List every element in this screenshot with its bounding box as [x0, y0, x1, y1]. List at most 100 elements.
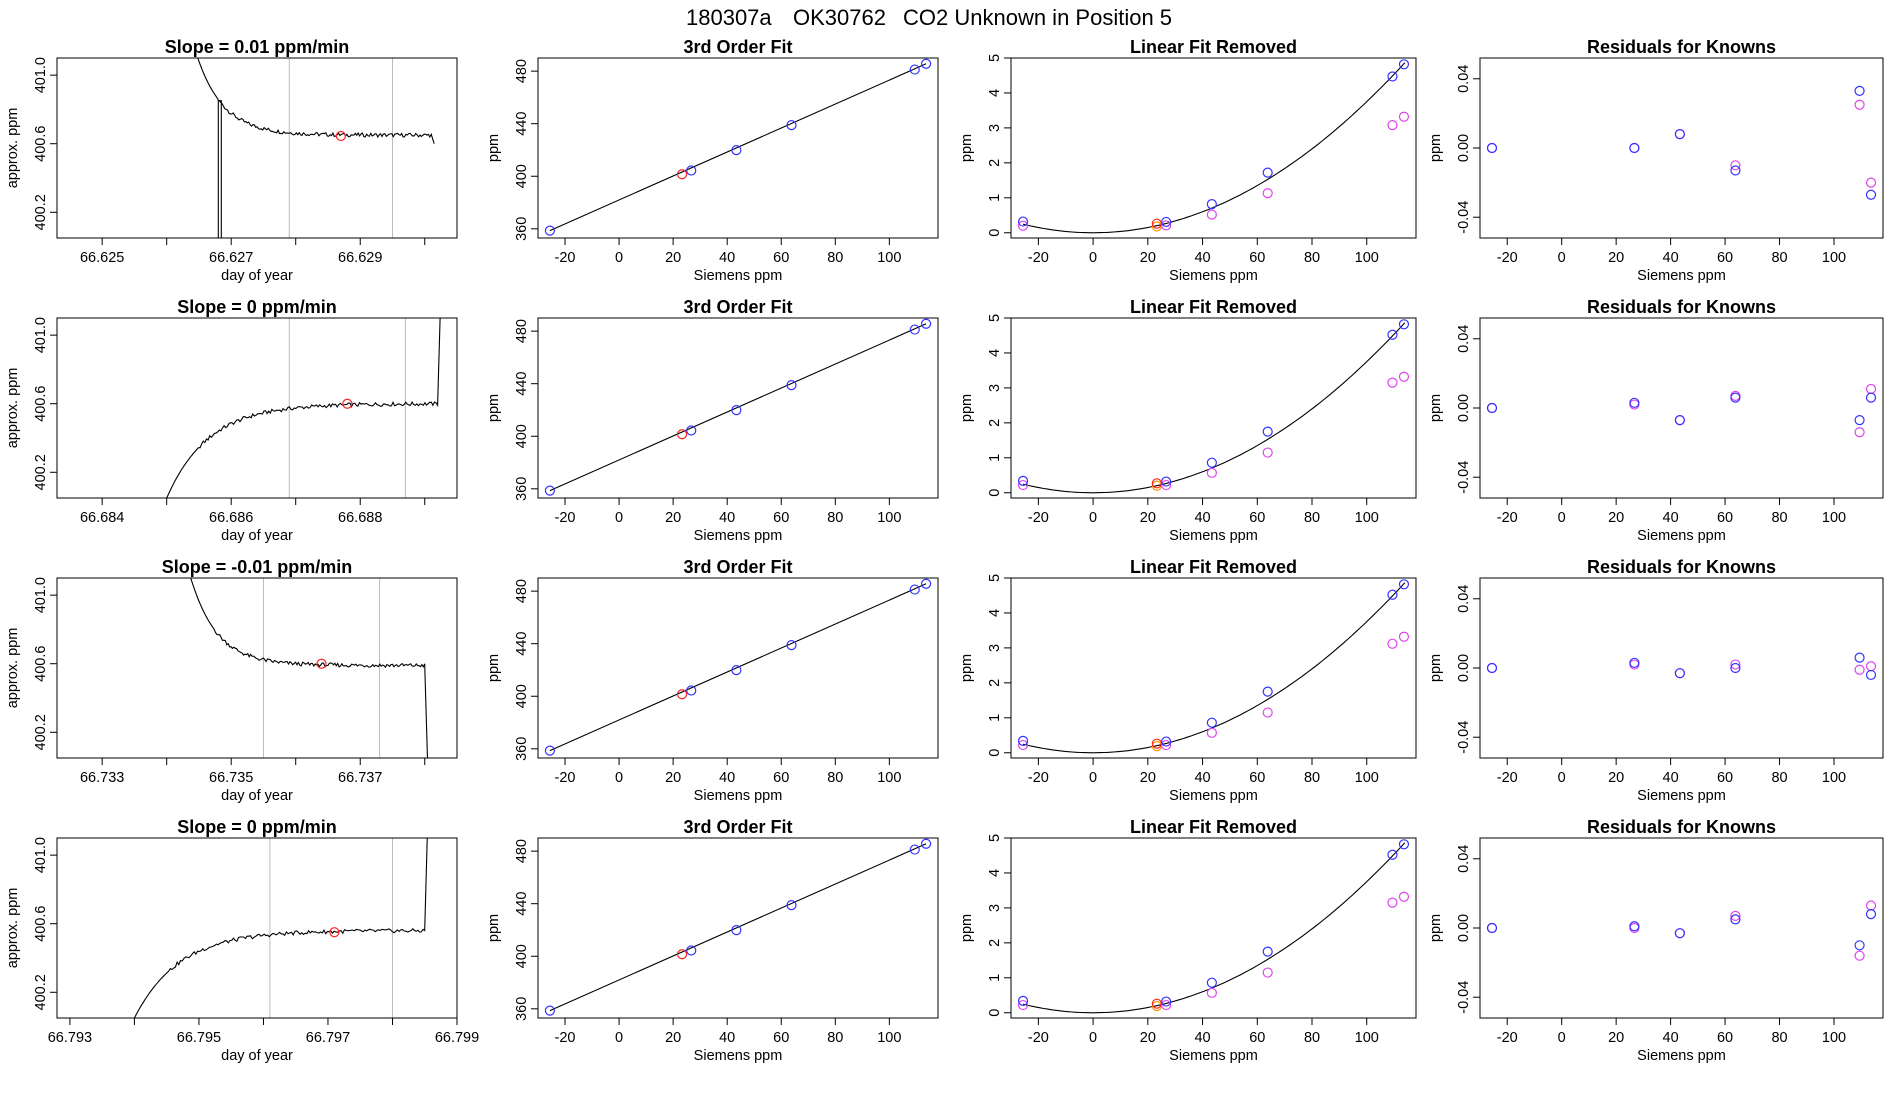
known-blue-point-r2c2-2	[1206, 717, 1217, 728]
known-blue-point-r3c3-5	[1865, 909, 1877, 920]
x-tick-label-r3c3-1: 0	[1558, 1030, 1566, 1046]
panel-r0c2: Linear Fit Removed-20 0 20 40 60 80 100Siemens…	[959, 37, 1417, 284]
y-tick-label-r3c0-2: 401.0	[33, 837, 49, 873]
panel-frame-r0c2	[1010, 57, 1417, 239]
panel-frame-r1c2	[1010, 317, 1417, 499]
known-magenta-point-r3c2-0	[1017, 999, 1029, 1011]
known-blue-point-r2c1-2	[731, 665, 742, 676]
y-tick-label-r0c0-0: 400.2	[33, 194, 49, 230]
x-tick-label-r3c1-6: 100	[877, 1030, 901, 1046]
x-tick-label-r3c0-0: 66.793	[48, 1030, 92, 1046]
panel-frame-r3c1	[537, 837, 939, 1019]
known-magenta-point-r1c2-4	[1387, 377, 1398, 388]
panel-frame-r1c0	[56, 317, 458, 499]
unknown-red-point-r0c1-0	[676, 169, 688, 180]
unknown-orange-point-r0c2-0	[1151, 221, 1162, 232]
panel-title-r2c1: 3rd Order Fit	[683, 557, 792, 577]
known-blue-point-r3c1-4	[909, 844, 920, 855]
panel-title-r1c0: Slope = 0 ppm/min	[177, 297, 337, 317]
panel-title-r0c3: Residuals for Knowns	[1587, 37, 1776, 57]
y-tick-label-r3c1-1: 400	[514, 944, 530, 968]
panel-frame-r2c2	[1010, 577, 1417, 759]
panel-r3c1: 3rd Order Fit -20 0 20 40 60 80 100 Siemens ppm 3…	[486, 817, 939, 1064]
suptitle-run-id: 180307a	[686, 5, 772, 30]
known-blue-point-r0c1-2	[731, 145, 742, 156]
x-axis-label-r2c1: Siemens ppm	[694, 788, 783, 804]
y-tick-label-r3c0-1: 400.6	[33, 906, 49, 942]
y-tick-label-r0c1-2: 440	[514, 112, 530, 136]
known-magenta-point-r0c2-4	[1387, 120, 1398, 131]
y-tick-label-r2c1-0: 360	[514, 737, 530, 761]
panel-r1c2: Linear Fit Removed-20 0 20 40 60 80 100Siemens…	[959, 297, 1417, 544]
x-axis-label-r0c0: day of year	[221, 268, 293, 284]
y-axis-label-r0c0: approx. ppm	[5, 108, 21, 189]
fit-line-r1c1	[549, 323, 927, 492]
known-blue-point-r2c2-5	[1398, 579, 1410, 590]
panel-r1c1: 3rd Order Fit -20 0 20 40 60 80 100 Siemens ppm 3…	[486, 297, 939, 544]
x-tick-label-r2c0-1: 66.735	[209, 770, 253, 786]
known-blue-point-r3c1-2	[731, 925, 742, 936]
panel-plot-r0c0	[197, 58, 435, 238]
x-tick-label-r1c2-3: 40	[1194, 510, 1210, 526]
x-tick-label-r2c1-2: 20	[665, 770, 681, 786]
y-tick-label-r0c1-1: 400	[514, 164, 530, 188]
y-axis-label-r3c0: approx. ppm	[5, 888, 21, 969]
x-tick-label-r1c1-2: 20	[665, 510, 681, 526]
known-blue-point-r1c2-1	[1161, 476, 1172, 487]
y-tick-label-r1c1-0: 360	[514, 477, 530, 501]
x-tick-label-r2c1-5: 80	[827, 770, 843, 786]
y-tick-label-r0c2-5: 5	[987, 54, 1003, 62]
panel-frame-r0c1	[537, 57, 939, 239]
panel-plot-r2c2	[1017, 579, 1410, 754]
panel-frame-r3c2	[1010, 837, 1417, 1019]
x-tick-label-r0c3-5: 80	[1771, 250, 1787, 266]
y-tick-label-r0c1-0: 360	[514, 217, 530, 241]
y-tick-label-r3c3-0: -0.04	[1456, 981, 1472, 1014]
known-blue-point-r3c2-5	[1398, 839, 1410, 850]
panel-title-r0c2: Linear Fit Removed	[1130, 37, 1297, 57]
y-tick-label-r3c1-0: 360	[514, 997, 530, 1021]
x-tick-label-r1c3-5: 80	[1771, 510, 1787, 526]
known-blue-point-r3c1-1	[686, 945, 697, 956]
y-tick-label-r2c0-1: 400.6	[33, 646, 49, 682]
x-tick-label-r3c2-6: 100	[1355, 1030, 1379, 1046]
x-tick-label-r3c1-3: 40	[719, 1030, 735, 1046]
y-axis-label-r0c3: ppm	[1428, 134, 1444, 162]
known-blue-point-r1c3-1	[1629, 397, 1640, 408]
known-magenta-point-r3c2-3	[1262, 967, 1273, 978]
fit-curve-r0c2	[1022, 62, 1406, 234]
panel-plot-r2c0	[190, 578, 428, 758]
known-magenta-point-r2c3-3	[1730, 659, 1741, 670]
known-blue-point-r0c2-1	[1161, 216, 1172, 228]
x-tick-label-r0c3-6: 100	[1822, 250, 1846, 266]
x-tick-label-r0c3-2: 20	[1608, 250, 1624, 266]
trace-line-r2c0	[190, 578, 428, 758]
unknown-red-point-r3c1-0	[676, 949, 688, 960]
panel-frame-r1c1	[537, 317, 939, 499]
known-magenta-point-r0c3-4	[1854, 99, 1865, 110]
panel-r0c1: 3rd Order Fit -20 0 20 40 60 80 100 Siemens ppm 3…	[486, 37, 939, 284]
panel-r2c1: 3rd Order Fit -20 0 20 40 60 80 100 Siemens ppm 3…	[486, 557, 939, 804]
known-blue-point-r0c2-5	[1398, 59, 1410, 70]
known-blue-point-r1c1-4	[909, 324, 920, 335]
panel-title-r1c2: Linear Fit Removed	[1130, 297, 1297, 317]
panel-frame-r0c3	[1479, 57, 1884, 239]
x-tick-label-r3c1-4: 60	[773, 1030, 789, 1046]
figure-suptitle: 180307a OK30762 CO2 Unknown in Position …	[686, 5, 1172, 30]
fit-line-r3c1	[549, 843, 927, 1012]
known-magenta-point-r0c2-5	[1398, 111, 1410, 122]
panel-r3c3: Residuals for Knowns -20 0 20 40 60 80 100 Sieme…	[1428, 817, 1884, 1064]
y-tick-label-r1c0-2: 401.0	[33, 317, 49, 353]
x-tick-label-r3c3-0: -20	[1497, 1030, 1518, 1046]
known-blue-point-r2c2-0	[1017, 735, 1029, 746]
y-tick-label-r2c2-0: 0	[987, 749, 1003, 757]
panel-frame-r0c0	[56, 57, 458, 239]
y-tick-label-r3c1-3: 480	[514, 839, 530, 863]
known-blue-point-r1c1-0	[544, 485, 555, 496]
y-tick-label-r1c3-2: 0.04	[1456, 325, 1472, 353]
known-blue-point-r1c3-2	[1674, 415, 1685, 426]
unknown-red-point-r0c2-0	[1151, 218, 1162, 229]
x-tick-label-r1c1-3: 40	[719, 510, 735, 526]
x-tick-label-r0c0-0: 66.625	[80, 250, 124, 266]
